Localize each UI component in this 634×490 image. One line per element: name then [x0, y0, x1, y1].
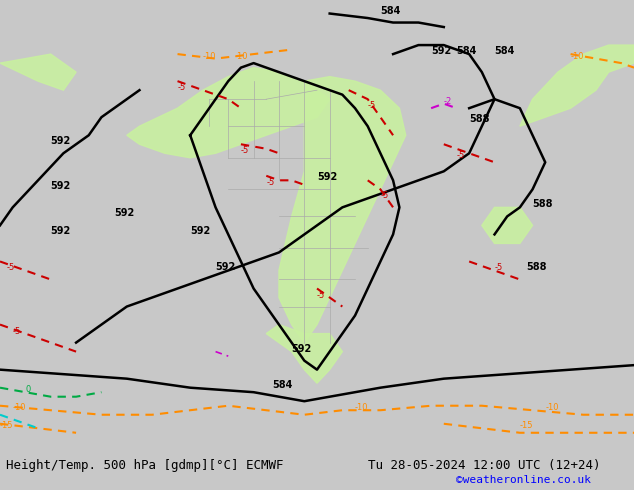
Text: Tu 28-05-2024 12:00 UTC (12+24): Tu 28-05-2024 12:00 UTC (12+24) [368, 459, 600, 472]
Text: 592: 592 [190, 226, 210, 236]
Polygon shape [0, 0, 634, 451]
Text: -5: -5 [241, 147, 249, 155]
Text: -15: -15 [0, 421, 13, 430]
Text: 0: 0 [25, 385, 30, 394]
Text: 592: 592 [431, 46, 451, 56]
Text: -10: -10 [571, 51, 584, 61]
Text: 592: 592 [51, 136, 71, 146]
Text: 588: 588 [526, 263, 547, 272]
Text: -5: -5 [178, 83, 186, 92]
Text: -10: -10 [13, 403, 26, 412]
Text: -5: -5 [368, 101, 376, 110]
Text: 592: 592 [317, 172, 337, 182]
Polygon shape [279, 76, 406, 343]
Text: 588: 588 [533, 199, 553, 209]
Text: -5: -5 [6, 264, 15, 272]
Text: -5: -5 [380, 192, 389, 200]
Polygon shape [127, 68, 330, 158]
Polygon shape [266, 324, 342, 383]
Text: 592: 592 [51, 226, 71, 236]
Text: ©weatheronline.co.uk: ©weatheronline.co.uk [456, 475, 592, 485]
Text: -10: -10 [355, 403, 368, 412]
Text: -5: -5 [456, 151, 465, 160]
Text: 592: 592 [292, 343, 312, 354]
Polygon shape [0, 54, 76, 90]
Polygon shape [482, 207, 533, 244]
Text: -10: -10 [203, 51, 216, 61]
Text: -10: -10 [545, 403, 559, 412]
Text: -5: -5 [266, 178, 275, 187]
Text: -2: -2 [444, 97, 452, 106]
Text: Height/Temp. 500 hPa [gdmp][°C] ECMWF: Height/Temp. 500 hPa [gdmp][°C] ECMWF [6, 459, 284, 472]
Text: 584: 584 [456, 46, 477, 56]
Text: 584: 584 [273, 380, 293, 390]
Text: 592: 592 [114, 208, 134, 219]
Text: 584: 584 [380, 5, 401, 16]
Polygon shape [520, 45, 634, 126]
Text: -5: -5 [495, 264, 503, 272]
Text: -5: -5 [317, 291, 325, 299]
Text: -10: -10 [235, 51, 248, 61]
Text: 592: 592 [51, 181, 71, 191]
Text: -15: -15 [520, 421, 533, 430]
Text: 584: 584 [495, 46, 515, 56]
Text: 592: 592 [216, 263, 236, 272]
Text: -5: -5 [13, 327, 21, 336]
Text: 588: 588 [469, 114, 489, 123]
